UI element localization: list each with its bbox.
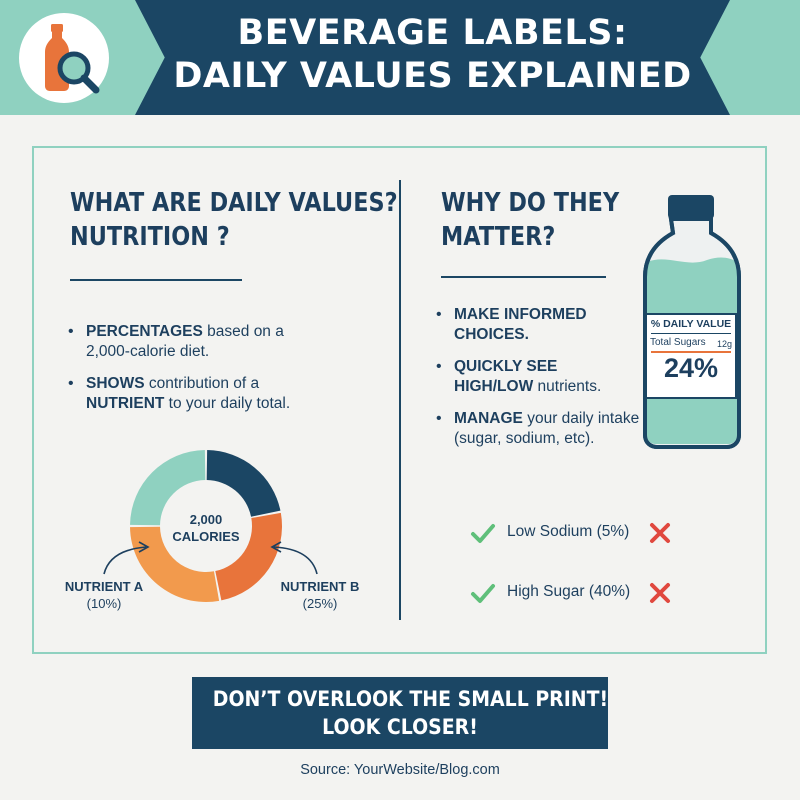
left-bullet-list: • PERCENTAGES based on a 2,000-calorie di…: [64, 322, 314, 426]
nutrient-b-value: (25%): [302, 596, 338, 611]
nutrient-a-value: (10%): [86, 596, 122, 611]
title-line-2: DAILY VALUES EXPLAINED: [173, 56, 692, 96]
right-section-title: WHY DO THEY MATTER?: [441, 186, 619, 254]
nutrient-a-name: NUTRIENT A: [64, 579, 144, 594]
right-bullet-list: • MAKE INFORMED CHOICES. • QUICKLY SEE HIG…: [432, 305, 640, 461]
left-section-title: WHAT ARE DAILY VALUES? NUTRITION ?: [70, 186, 398, 254]
left-title-line-1: WHAT ARE DAILY VALUES?: [70, 188, 398, 218]
nutrient-a-label: NUTRIENT A (10%): [60, 578, 148, 612]
donut-segment-nutrient-a: [130, 526, 220, 602]
bullet-bold: SHOWS: [86, 375, 145, 392]
list-item: • MANAGE your daily intake (sugar, sodium…: [436, 410, 640, 447]
check-row-sodium: Low Sodium (5%): [470, 520, 680, 546]
nutrient-b-label: NUTRIENT B (25%): [275, 578, 365, 612]
list-item: • MAKE INFORMED CHOICES.: [436, 306, 587, 343]
check-row-sugar: High Sugar (40%): [470, 580, 680, 606]
donut-center-label: 2,000 CALORIES: [128, 511, 284, 545]
bullet-text: to your daily total.: [164, 395, 291, 412]
bullet-bold: NUTRIENT: [86, 395, 165, 412]
left-title-line-2: NUTRITION ?: [70, 222, 230, 252]
daily-value-heading: % DAILY VALUE: [650, 318, 732, 330]
bullet-text: contribution of a: [144, 375, 260, 392]
bullet-bold: PERCENTAGES: [86, 323, 203, 340]
nutrient-name: Total Sugars: [650, 337, 706, 348]
source-credit: Source: YourWebsite/Blog.com: [300, 762, 500, 778]
cross-icon: [650, 523, 670, 543]
right-title-line-1: WHY DO THEY: [441, 188, 620, 218]
right-title-underline: [441, 276, 606, 278]
check-row-label: High Sugar (40%): [507, 583, 631, 600]
donut-center-line-2: CALORIES: [172, 529, 240, 544]
nutrient-row: Total Sugars 12g: [647, 337, 735, 349]
bullet-text: based on a 2,000-calorie diet.: [86, 323, 284, 360]
donut-center-line-1: 2,000: [189, 512, 223, 527]
donut-segment-teal: [130, 450, 206, 526]
daily-value-percent: 24%: [663, 353, 719, 383]
list-item: • QUICKLY SEE HIGH/LOW nutrients.: [436, 358, 602, 395]
nutrition-label-card: % DAILY VALUE Total Sugars 12g 24%: [645, 313, 737, 399]
page-title: BEVERAGE LABELS: DAILY VALUES EXPLAINED: [135, 12, 730, 98]
check-icon: [471, 584, 495, 603]
header-banner: [135, 0, 730, 115]
cta-line-2: LOOK CLOSER!: [322, 715, 478, 739]
bottle-magnifier-icon: [19, 13, 109, 103]
bullet-text: your daily intake (sugar, sodium, etc).: [454, 410, 640, 447]
nutrient-b-name: NUTRIENT B: [280, 579, 360, 594]
right-title-line-2: MATTER?: [441, 222, 556, 252]
nutrient-amount: 12g: [716, 339, 732, 349]
calorie-donut-chart: [130, 450, 282, 602]
cta-line-1: DON’T OVERLOOK THE SMALL PRINT!: [212, 687, 609, 711]
content-panel: [32, 146, 767, 654]
check-row-label: Low Sodium (5%): [507, 523, 630, 540]
cross-icon: [650, 583, 670, 603]
check-icon: [471, 524, 495, 543]
call-to-action-banner: DON’T OVERLOOK THE SMALL PRINT! LOOK CLO…: [192, 677, 608, 749]
list-item: • SHOWS contribution of a NUTRIENT to you…: [68, 375, 291, 412]
title-line-1: BEVERAGE LABELS:: [237, 13, 628, 53]
bullet-bold: MAKE INFORMED CHOICES.: [454, 306, 587, 343]
list-item: • PERCENTAGES based on a 2,000-calorie di…: [68, 323, 284, 360]
bullet-bold: MANAGE: [454, 410, 523, 427]
bullet-bold: QUICKLY SEE HIGH/LOW: [454, 358, 558, 395]
left-title-underline: [70, 279, 242, 281]
bullet-text: nutrients.: [533, 378, 602, 395]
donut-segment-dark-blue: [206, 450, 281, 517]
donut-segment-nutrient-b: [215, 512, 282, 601]
column-divider: [399, 180, 401, 620]
